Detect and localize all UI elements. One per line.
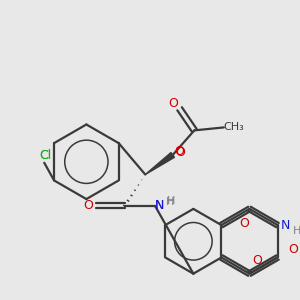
Text: CH₃: CH₃ — [223, 122, 244, 132]
Text: O: O — [240, 217, 250, 230]
Text: N: N — [154, 200, 164, 212]
Text: O: O — [252, 254, 262, 267]
Text: O: O — [176, 146, 185, 159]
Text: O: O — [288, 243, 298, 256]
Text: Cl: Cl — [39, 149, 51, 162]
Polygon shape — [145, 152, 175, 175]
Text: H: H — [293, 226, 300, 236]
Text: O: O — [168, 98, 178, 110]
Text: H: H — [166, 197, 174, 207]
Text: H: H — [167, 196, 175, 206]
Text: Cl: Cl — [39, 149, 51, 162]
Text: O: O — [175, 146, 184, 158]
Text: N: N — [281, 219, 290, 232]
Text: N: N — [154, 200, 164, 212]
Text: O: O — [83, 200, 93, 212]
